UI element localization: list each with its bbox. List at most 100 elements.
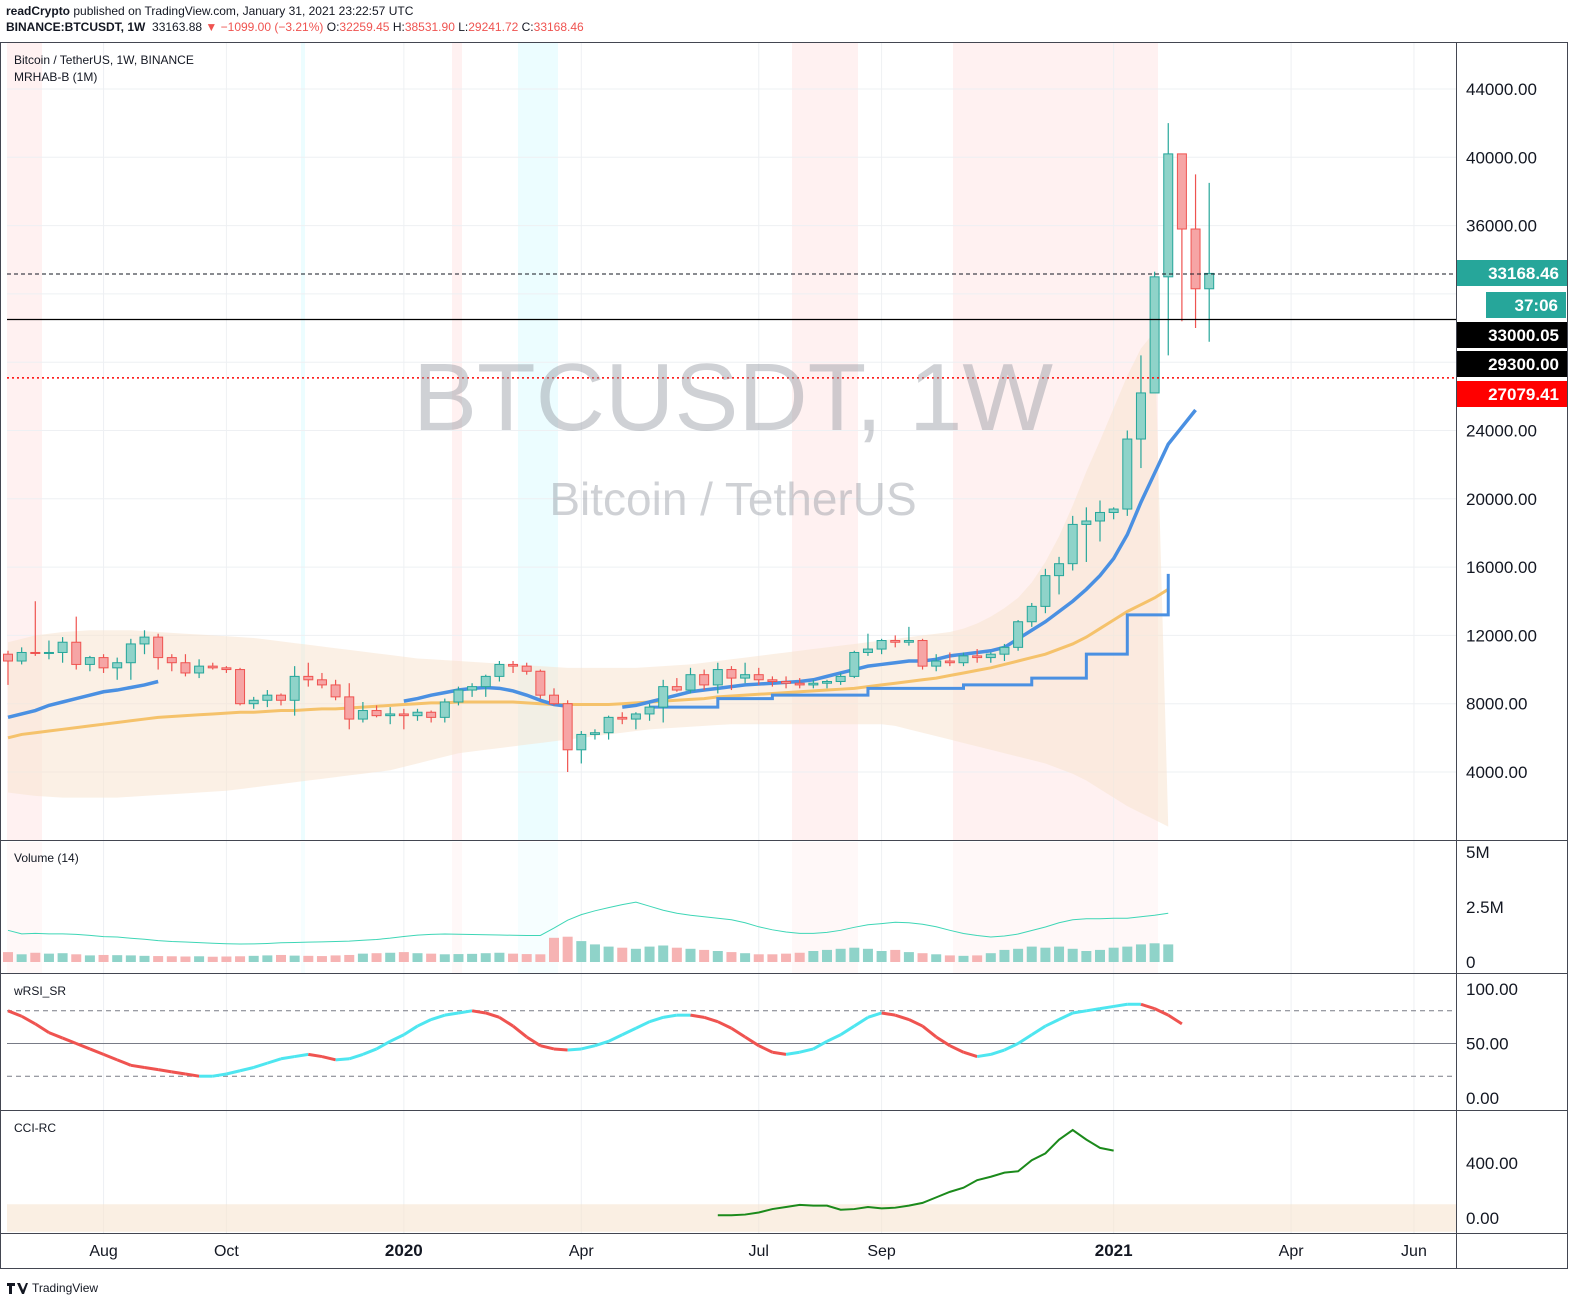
candle-body xyxy=(999,646,1010,655)
rsi-line-segment xyxy=(826,1033,842,1043)
candle-body xyxy=(1054,563,1065,577)
rsi-line-segment xyxy=(553,1047,568,1052)
candle-body xyxy=(603,716,614,734)
rsi-axis-label: 100.00 xyxy=(1466,980,1518,999)
volume-bar xyxy=(999,949,1010,962)
close-value: 33168.46 xyxy=(533,20,584,34)
symbol-full: BINANCE:BTCUSDT, 1W xyxy=(6,20,146,34)
volume-bar xyxy=(57,953,68,962)
volume-bar xyxy=(589,944,600,962)
candle-body xyxy=(685,674,696,691)
rsi-axis-label: 50.00 xyxy=(1466,1035,1509,1054)
rsi-line-segment xyxy=(1003,1042,1019,1052)
candle-body xyxy=(439,701,450,718)
volume-bar xyxy=(125,955,136,962)
time-axis-label: 2020 xyxy=(385,1241,423,1260)
rsi-line-segment xyxy=(1072,1009,1087,1015)
rsi-line-segment xyxy=(362,1047,378,1056)
volume-bar xyxy=(221,956,232,962)
rsi-line-segment xyxy=(921,1024,938,1039)
volume-bar xyxy=(235,956,246,962)
candle-body xyxy=(330,684,341,698)
volume-bar xyxy=(835,948,846,962)
symbol-legend[interactable]: Bitcoin / TetherUS, 1W, BINANCE xyxy=(14,53,194,67)
price-axis-label: 20000.00 xyxy=(1466,490,1537,509)
candle-body xyxy=(1190,228,1201,290)
volume-bar xyxy=(849,947,860,962)
price-tag-text: 33168.46 xyxy=(1488,264,1559,283)
rsi-legend[interactable]: wRSI_SR xyxy=(13,984,66,998)
rsi-line-segment xyxy=(580,1044,596,1051)
volume-pane[interactable] xyxy=(3,901,1174,962)
candle-body xyxy=(398,713,409,717)
volume-axis-label: 0 xyxy=(1466,953,1475,972)
rsi-line-segment xyxy=(662,1013,678,1019)
candle-body xyxy=(453,689,464,703)
indicator-legend[interactable]: MRHAB-B (1M) xyxy=(14,70,97,84)
candle-body xyxy=(71,641,82,665)
price-axis-label: 8000.00 xyxy=(1466,695,1527,714)
publisher-name[interactable]: readCrypto xyxy=(6,4,71,18)
volume-bar xyxy=(876,951,887,962)
candle-body xyxy=(740,674,751,679)
rsi-line-segment xyxy=(540,1044,555,1051)
cci-pane[interactable] xyxy=(7,1128,1456,1232)
rsi-line-segment xyxy=(239,1066,255,1073)
candle-body xyxy=(630,713,641,720)
bollinger-band xyxy=(8,331,1169,827)
time-axis-label: Oct xyxy=(214,1243,239,1260)
rsi-pane[interactable] xyxy=(7,1002,1456,1078)
rsi-line-segment xyxy=(102,1053,118,1062)
candle-body xyxy=(822,681,832,684)
rsi-line-segment xyxy=(485,1011,500,1019)
open-value: 32259.45 xyxy=(339,20,390,34)
tradingview-logo-icon[interactable] xyxy=(6,1281,28,1295)
candle-body xyxy=(726,669,737,679)
volume-bar xyxy=(931,954,942,962)
price-labels: 33168.46 37:06 33000.05 29300.00 27079.41 xyxy=(1457,260,1567,407)
candle-body xyxy=(972,655,983,659)
footer-brand[interactable]: TradingView xyxy=(32,1281,99,1295)
rsi-line-segment xyxy=(498,1016,514,1028)
volume-bar xyxy=(1149,943,1160,962)
candle-body xyxy=(57,641,68,653)
cci-legend[interactable]: CCI-RC xyxy=(14,1121,56,1135)
volume-bar xyxy=(972,955,983,962)
rsi-line-segment xyxy=(621,1026,637,1037)
candle-body xyxy=(508,663,519,667)
volume-bar xyxy=(808,951,819,962)
rsi-line-segment xyxy=(1113,1002,1128,1008)
candle-body xyxy=(903,640,914,643)
volume-bar xyxy=(1122,946,1133,962)
volume-bar xyxy=(644,946,655,962)
chart-frame xyxy=(0,42,1568,1269)
volume-bar xyxy=(303,955,314,962)
price-pane[interactable] xyxy=(3,123,1457,827)
low-value: 29241.72 xyxy=(468,20,519,34)
volume-bar xyxy=(1163,944,1174,962)
volume-bar xyxy=(166,956,177,962)
price-tag xyxy=(1486,292,1566,318)
candle-body xyxy=(1095,511,1105,522)
rsi-line-segment xyxy=(1153,1007,1169,1017)
candle-body xyxy=(521,665,532,672)
price-axis-label: 4000.00 xyxy=(1466,763,1527,782)
open-label: O: xyxy=(326,20,340,34)
rsi-line-segment xyxy=(949,1044,965,1054)
rsi-line-segment xyxy=(703,1015,719,1024)
volume-bar xyxy=(822,949,832,962)
volume-bar xyxy=(521,954,532,962)
volume-bar xyxy=(139,955,150,962)
rsi-line-segment xyxy=(908,1018,924,1028)
rsi-line-segment xyxy=(34,1022,50,1034)
candle-body xyxy=(1122,438,1133,510)
volume-bar xyxy=(276,954,286,962)
candle-body xyxy=(862,648,873,653)
rsi-line-segment xyxy=(130,1063,145,1069)
volume-legend[interactable]: Volume (14) xyxy=(14,851,79,865)
volume-bar xyxy=(1108,947,1119,962)
rsi-line-segment xyxy=(375,1040,391,1051)
price-axis-label: 12000.00 xyxy=(1466,626,1537,645)
candle-body xyxy=(289,675,300,701)
